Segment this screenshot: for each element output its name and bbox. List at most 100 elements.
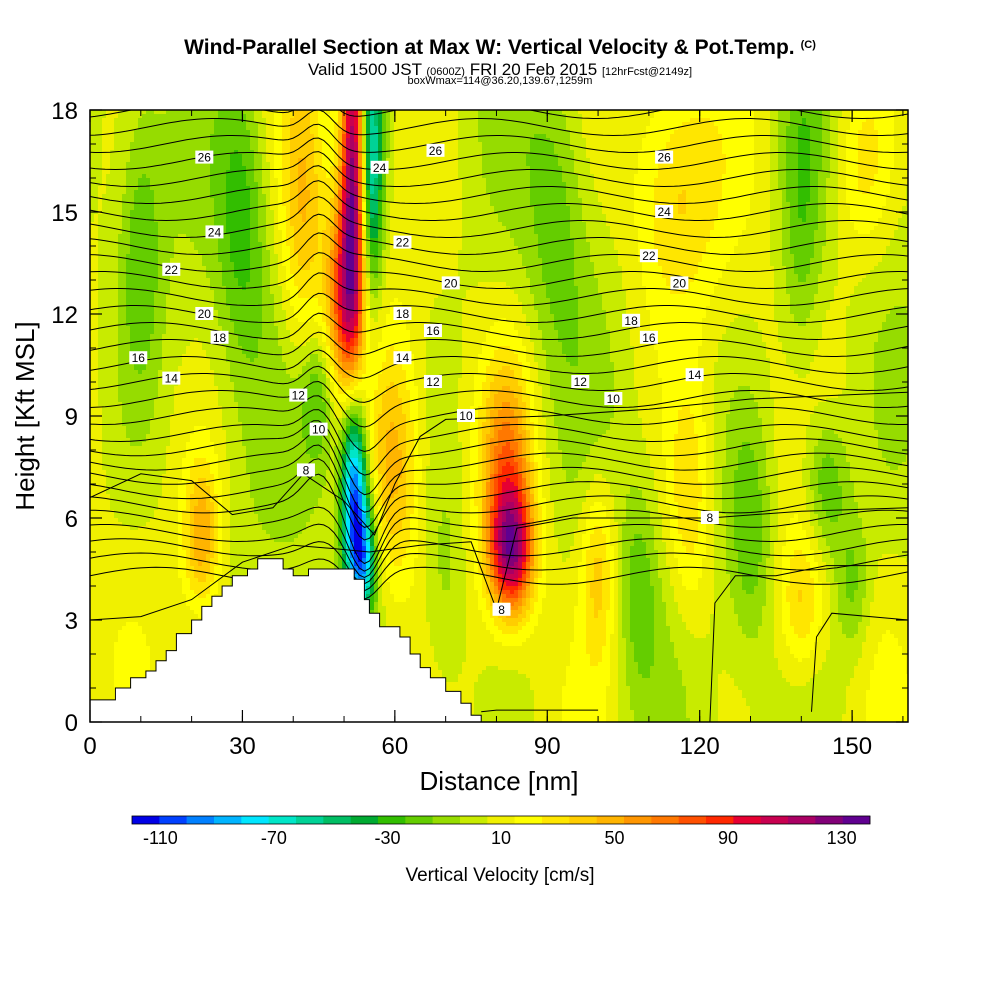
velocity-cell [154, 466, 159, 471]
velocity-cell [102, 242, 107, 247]
velocity-cell [122, 606, 127, 611]
velocity-cell [110, 278, 115, 283]
velocity-cell [214, 310, 219, 315]
velocity-cell [154, 318, 159, 323]
velocity-cell [154, 302, 159, 307]
velocity-cell [98, 670, 103, 675]
velocity-cell [198, 118, 203, 123]
velocity-cell [198, 494, 203, 499]
velocity-cell [134, 210, 139, 215]
velocity-cell [142, 274, 147, 279]
velocity-cell [106, 146, 111, 151]
velocity-cell [178, 194, 183, 199]
velocity-cell [142, 238, 147, 243]
velocity-cell [190, 582, 195, 587]
velocity-cell [154, 358, 159, 363]
velocity-cell [110, 370, 115, 375]
velocity-cell [90, 410, 95, 415]
velocity-cell [178, 414, 183, 419]
velocity-cell [170, 418, 175, 423]
velocity-cell [202, 590, 207, 595]
velocity-cell [202, 358, 207, 363]
velocity-cell [94, 482, 99, 487]
velocity-cell [130, 386, 135, 391]
velocity-cell [118, 434, 123, 439]
velocity-cell [98, 146, 103, 151]
velocity-cell [174, 498, 179, 503]
velocity-cell [154, 442, 159, 447]
velocity-cell [98, 686, 103, 691]
velocity-cell [170, 406, 175, 411]
velocity-cell [90, 306, 95, 311]
velocity-cell [146, 354, 151, 359]
velocity-cell [162, 638, 167, 643]
velocity-cell [194, 262, 199, 267]
velocity-cell [186, 542, 191, 547]
velocity-cell [202, 514, 207, 519]
velocity-cell [146, 542, 151, 547]
velocity-cell [182, 382, 187, 387]
velocity-cell [166, 138, 171, 143]
velocity-cell [110, 170, 115, 175]
velocity-cell [142, 326, 147, 331]
velocity-cell [150, 170, 155, 175]
velocity-cell [94, 598, 99, 603]
velocity-cell [174, 350, 179, 355]
velocity-cell [146, 638, 151, 643]
velocity-cell [146, 358, 151, 363]
velocity-cell [174, 142, 179, 147]
velocity-cell [118, 134, 123, 139]
velocity-cell [202, 110, 207, 115]
velocity-cell [178, 602, 183, 607]
velocity-cell [186, 230, 191, 235]
velocity-cell [126, 614, 131, 619]
velocity-cell [118, 598, 123, 603]
velocity-cell [130, 114, 135, 119]
velocity-cell [150, 566, 155, 571]
velocity-cell [154, 298, 159, 303]
velocity-cell [202, 490, 207, 495]
velocity-cell [182, 402, 187, 407]
velocity-cell [150, 622, 155, 627]
velocity-cell [90, 190, 95, 195]
velocity-cell [178, 562, 183, 567]
velocity-cell [118, 666, 123, 671]
velocity-cell [90, 666, 95, 671]
velocity-cell [202, 530, 207, 535]
velocity-cell [90, 350, 95, 355]
velocity-cell [94, 550, 99, 555]
velocity-cell [154, 342, 159, 347]
velocity-cell [198, 346, 203, 351]
velocity-cell [138, 266, 143, 271]
velocity-cell [138, 666, 143, 671]
velocity-cell [138, 526, 143, 531]
velocity-cell [94, 202, 99, 207]
velocity-cell [202, 298, 207, 303]
velocity-cell [102, 290, 107, 295]
velocity-cell [194, 422, 199, 427]
velocity-cell [106, 126, 111, 131]
velocity-cell [178, 150, 183, 155]
velocity-cell [90, 398, 95, 403]
velocity-cell [182, 286, 187, 291]
velocity-cell [210, 406, 215, 411]
velocity-cell [146, 182, 151, 187]
velocity-cell [162, 618, 167, 623]
velocity-cell [158, 150, 163, 155]
velocity-cell [126, 582, 131, 587]
velocity-cell [154, 126, 159, 131]
velocity-cell [106, 346, 111, 351]
velocity-cell [210, 446, 215, 451]
velocity-cell [122, 238, 127, 243]
velocity-cell [114, 126, 119, 131]
velocity-cell [194, 186, 199, 191]
velocity-cell [142, 266, 147, 271]
velocity-cell [118, 618, 123, 623]
velocity-cell [114, 178, 119, 183]
velocity-cell [110, 390, 115, 395]
velocity-cell [98, 506, 103, 511]
velocity-cell [202, 526, 207, 531]
velocity-cell [90, 430, 95, 435]
velocity-cell [154, 154, 159, 159]
velocity-cell [146, 522, 151, 527]
